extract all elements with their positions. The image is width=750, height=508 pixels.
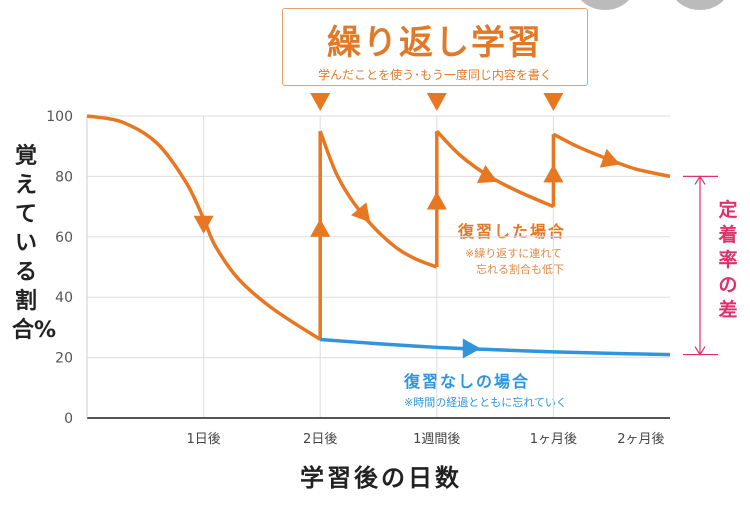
y-tick-label: 40 <box>55 290 73 306</box>
up-arrow-marker <box>426 191 447 210</box>
review-point-marker <box>426 93 447 111</box>
not-reviewed-line <box>320 337 671 357</box>
down-arrow-marker <box>193 215 214 234</box>
retention-difference-label: 定着率の差 <box>718 199 738 321</box>
chart-subtitle: 学んだことを使う･もう一度同じ内容を書く <box>318 68 552 82</box>
reviewed-note-1: ※繰り返すに連れて <box>465 247 562 260</box>
difference-arrowhead-bottom <box>694 346 706 356</box>
review-point-marker <box>310 93 331 111</box>
decay-arrow-marker <box>599 148 621 168</box>
decorative-circle <box>670 0 730 10</box>
reviewed-line <box>435 129 555 209</box>
up-arrow-marker <box>310 218 331 237</box>
title-banner: 繰り返し学習 学んだことを使う･もう一度同じ内容を書く <box>282 8 588 86</box>
chart-title: 繰り返し学習 <box>327 23 543 63</box>
not-reviewed-arrow-marker <box>462 338 481 359</box>
difference-arrowhead-top <box>694 175 706 185</box>
y-tick-label: 80 <box>55 169 73 185</box>
y-tick-label: 0 <box>64 411 73 427</box>
x-tick-label: 2日後 <box>303 432 337 447</box>
x-tick-label: 1ヶ月後 <box>530 432 577 447</box>
x-axis-label: 学習後の日数 <box>300 464 462 492</box>
decay-arrow-marker <box>476 165 498 184</box>
review-point-marker <box>543 93 564 111</box>
reviewed-title: 復習した場合 <box>458 222 567 241</box>
x-tick-label: 1週間後 <box>413 432 460 447</box>
not-reviewed-title: 復習なしの場合 <box>404 372 531 391</box>
up-arrow-marker <box>543 164 564 183</box>
not-reviewed-note: ※時間の経過とともに忘れていく <box>404 396 567 409</box>
y-tick-label: 20 <box>55 351 73 367</box>
reviewed-line <box>318 130 438 269</box>
decay-arrow-marker <box>351 202 371 223</box>
y-tick-label: 100 <box>46 109 73 125</box>
reviewed-note-2: 忘れる割合も低下 <box>476 263 564 276</box>
decorative-circle <box>575 0 635 10</box>
x-tick-label: 1日後 <box>186 432 220 447</box>
y-tick-label: 60 <box>55 230 73 246</box>
x-tick-label: 2ヶ月後 <box>617 432 664 447</box>
